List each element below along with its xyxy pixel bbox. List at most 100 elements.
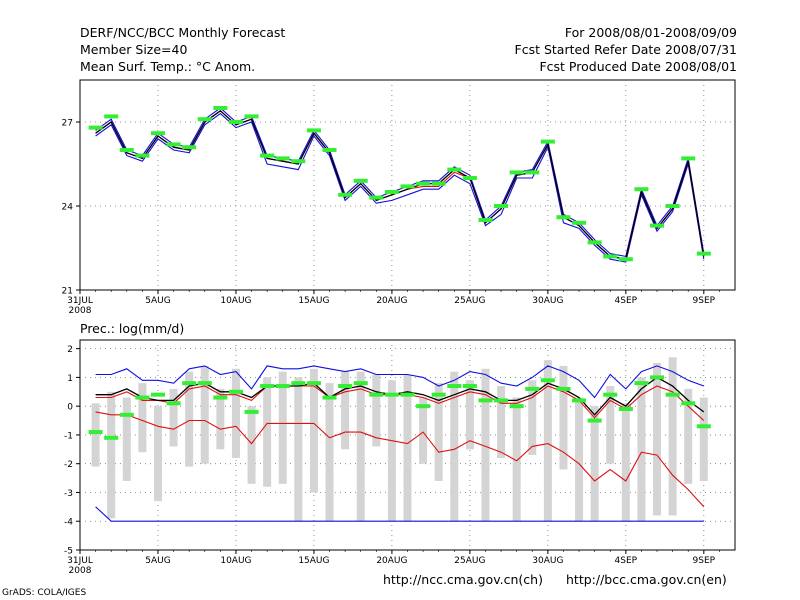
observed-marker: [696, 424, 711, 429]
observed-marker: [572, 398, 587, 403]
series-line-min: [95, 506, 704, 522]
observed-marker: [228, 389, 243, 394]
observed-marker: [197, 117, 212, 122]
y-tick-label: 0: [67, 403, 73, 413]
ncc-link[interactable]: http://ncc.cma.gov.cn(ch): [383, 572, 543, 587]
x-tick-label: 9SEP: [693, 556, 716, 566]
spread-bar: [403, 374, 412, 522]
observed-marker: [182, 381, 197, 386]
observed-marker: [587, 418, 602, 423]
spread-bar: [372, 374, 381, 447]
observed-marker: [291, 159, 306, 164]
x-tick-label: 5AUG: [145, 296, 170, 306]
spread-bar: [387, 380, 396, 522]
spread-bar: [684, 388, 693, 484]
x-tick-label: 31JUL: [67, 556, 93, 566]
spread-bar: [590, 406, 599, 522]
spread-bar: [528, 380, 537, 456]
grads-credit: GrADS: COLA/IGES: [2, 588, 87, 598]
variable-label: Mean Surf. Temp.: °C Anom.: [80, 59, 256, 74]
x-tick-label: 15AUG: [298, 296, 329, 306]
y-tick-label: 2: [67, 345, 73, 355]
observed-marker: [400, 392, 415, 397]
spread-bar: [231, 368, 240, 458]
observed-marker: [494, 398, 509, 403]
spread-bar: [575, 397, 584, 522]
observed-marker: [150, 131, 165, 136]
observed-marker: [244, 114, 259, 119]
spread-bar: [465, 380, 474, 450]
x-tick-label: 25AUG: [454, 556, 485, 566]
bcc-link[interactable]: http://bcc.cma.gov.cn(en): [566, 572, 727, 587]
spread-bar: [91, 403, 100, 467]
panel-0: 31JUL 5AUG 10AUG 15AUG 20AUG 25AUG 30AUG 4SEP 9S…: [62, 79, 736, 316]
spread-bar: [668, 357, 677, 516]
series-line-median: [95, 376, 705, 416]
observed-marker: [447, 384, 462, 389]
spread-bar: [559, 365, 568, 470]
observed-marker: [353, 178, 368, 183]
observed-marker: [447, 167, 462, 172]
spread-bar: [606, 386, 615, 464]
observed-marker: [572, 220, 587, 225]
observed-marker: [509, 404, 524, 409]
y-tick-label: -2: [64, 460, 73, 470]
y-tick-label: -5: [64, 547, 73, 557]
observed-marker: [462, 384, 477, 389]
spread-bar: [200, 365, 209, 464]
x-year-label: 2008: [69, 566, 92, 576]
x-tick-label: 4SEP: [615, 556, 638, 566]
observed-marker: [369, 195, 384, 200]
spread-bar: [653, 363, 662, 516]
observed-marker: [431, 181, 446, 186]
x-tick-label: 20AUG: [376, 296, 407, 306]
observed-marker: [88, 125, 103, 130]
spread-bar: [107, 391, 116, 519]
y-tick-label: -1: [64, 431, 73, 441]
x-tick-label: 5AUG: [145, 556, 170, 566]
x-tick-label: 9SEP: [693, 296, 716, 306]
observed-marker: [260, 384, 275, 389]
observed-marker: [540, 378, 555, 383]
observed-marker: [353, 381, 368, 386]
observed-marker: [400, 184, 415, 189]
spread-bar: [122, 397, 131, 481]
spread-bar: [699, 397, 708, 481]
observed-marker: [338, 384, 353, 389]
observed-marker: [634, 381, 649, 386]
y-tick-label: -4: [64, 518, 73, 528]
observed-marker: [197, 381, 212, 386]
observed-marker: [416, 404, 431, 409]
observed-marker: [88, 430, 103, 435]
spread-bar: [169, 388, 178, 447]
spread-bar: [153, 406, 162, 502]
observed-marker: [306, 381, 321, 386]
y-tick-label: 24: [62, 203, 74, 213]
series-line-lower: [95, 112, 705, 263]
x-tick-label: 25AUG: [454, 296, 485, 306]
y-tick-label: 27: [62, 119, 73, 129]
observed-marker: [322, 395, 337, 400]
observed-marker: [244, 409, 259, 414]
observed-marker: [135, 395, 150, 400]
observed-marker: [166, 401, 181, 406]
observed-marker: [306, 128, 321, 133]
x-tick-label: 20AUG: [376, 556, 407, 566]
observed-marker: [431, 392, 446, 397]
spread-bar: [263, 377, 272, 487]
series-line-mean: [95, 110, 705, 260]
observed-marker: [587, 240, 602, 245]
observed-marker: [369, 392, 384, 397]
observed-marker: [119, 148, 134, 152]
observed-marker: [525, 170, 540, 175]
spread-bar: [185, 371, 194, 467]
observed-marker: [681, 401, 696, 406]
member-size-label: Member Size=40: [80, 42, 188, 57]
observed-marker: [665, 204, 680, 208]
x-tick-label: 31JUL: [67, 296, 93, 306]
observed-marker: [556, 215, 571, 220]
observed-marker: [478, 398, 493, 403]
observed-marker: [135, 153, 150, 158]
observed-marker: [650, 223, 665, 228]
